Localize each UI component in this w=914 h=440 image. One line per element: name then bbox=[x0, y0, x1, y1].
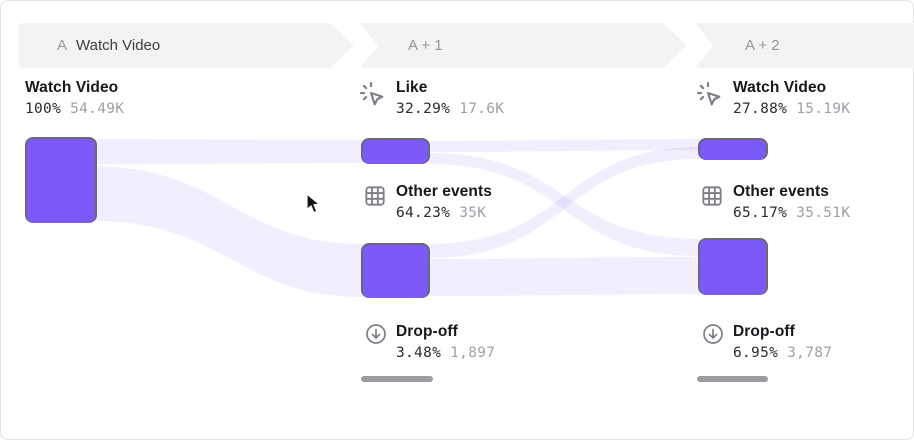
event-stats: 27.88% 15.19K bbox=[733, 101, 850, 117]
node-watch-video-step1[interactable] bbox=[25, 137, 97, 223]
event-percent: 27.88% bbox=[733, 101, 788, 117]
node-other-events-step2[interactable] bbox=[361, 243, 430, 298]
drop-off-bar-step3[interactable] bbox=[697, 376, 768, 382]
flow-like-to-watchvideo bbox=[428, 139, 700, 152]
step-name: A + 2 bbox=[745, 37, 780, 54]
event-stats: 100% 54.49K bbox=[25, 101, 124, 117]
event-count: 15.19K bbox=[796, 101, 851, 117]
header-step-band-3[interactable] bbox=[695, 23, 914, 68]
event-title-drop-off: Drop-off bbox=[396, 323, 458, 340]
event-count: 35.51K bbox=[796, 205, 851, 221]
drop-off-bar-step2[interactable] bbox=[361, 376, 433, 382]
node-watch-video-step3[interactable] bbox=[698, 138, 768, 160]
event-stats: 64.23% 35K bbox=[396, 205, 486, 221]
event-percent: 65.17% bbox=[733, 205, 788, 221]
step-name: A + 1 bbox=[408, 37, 443, 54]
event-stats: 65.17% 35.51K bbox=[733, 205, 850, 221]
event-title-drop-off: Drop-off bbox=[733, 323, 795, 340]
event-title-watch-video: Watch Video bbox=[25, 79, 119, 96]
header-step-2-label[interactable]: A + 1 bbox=[408, 37, 443, 54]
event-percent: 3.48% bbox=[396, 345, 442, 361]
node-like-step2[interactable] bbox=[361, 138, 430, 164]
event-percent: 64.23% bbox=[396, 205, 451, 221]
grid-icon bbox=[362, 183, 388, 209]
event-percent: 100% bbox=[25, 101, 62, 117]
flow-otherevents-to-watchvideo bbox=[428, 147, 700, 258]
flow-watchvideo-to-like bbox=[95, 139, 363, 164]
node-other-events-step3[interactable] bbox=[698, 238, 768, 295]
flow-watchvideo-to-otherevents bbox=[95, 166, 363, 297]
event-title-like: Like bbox=[396, 79, 428, 96]
event-stats: 32.29% 17.6K bbox=[396, 101, 504, 117]
cursor-click-icon bbox=[693, 78, 723, 108]
event-count: 35K bbox=[459, 205, 487, 221]
header-step-3-label[interactable]: A + 2 bbox=[745, 37, 780, 54]
event-percent: 6.95% bbox=[733, 345, 779, 361]
cursor-click-icon bbox=[356, 78, 386, 108]
event-count: 1,897 bbox=[450, 345, 496, 361]
grid-icon bbox=[699, 183, 725, 209]
mouse-cursor bbox=[306, 193, 322, 214]
arrow-down-circle-icon bbox=[364, 322, 388, 346]
step-badge: A bbox=[57, 37, 68, 54]
event-count: 54.49K bbox=[70, 101, 125, 117]
step-name: Watch Video bbox=[76, 37, 161, 54]
event-stats: 3.48% 1,897 bbox=[396, 345, 495, 361]
event-count: 3,787 bbox=[787, 345, 833, 361]
event-title-watch-video: Watch Video bbox=[733, 79, 827, 96]
event-stats: 6.95% 3,787 bbox=[733, 345, 832, 361]
event-percent: 32.29% bbox=[396, 101, 451, 117]
header-step-1-label[interactable]: A Watch Video bbox=[57, 37, 160, 54]
event-count: 17.6K bbox=[459, 101, 505, 117]
flow-otherevents-to-otherevents bbox=[428, 257, 700, 296]
event-title-other-events: Other events bbox=[733, 183, 829, 200]
event-title-other-events: Other events bbox=[396, 183, 492, 200]
arrow-down-circle-icon bbox=[701, 322, 725, 346]
